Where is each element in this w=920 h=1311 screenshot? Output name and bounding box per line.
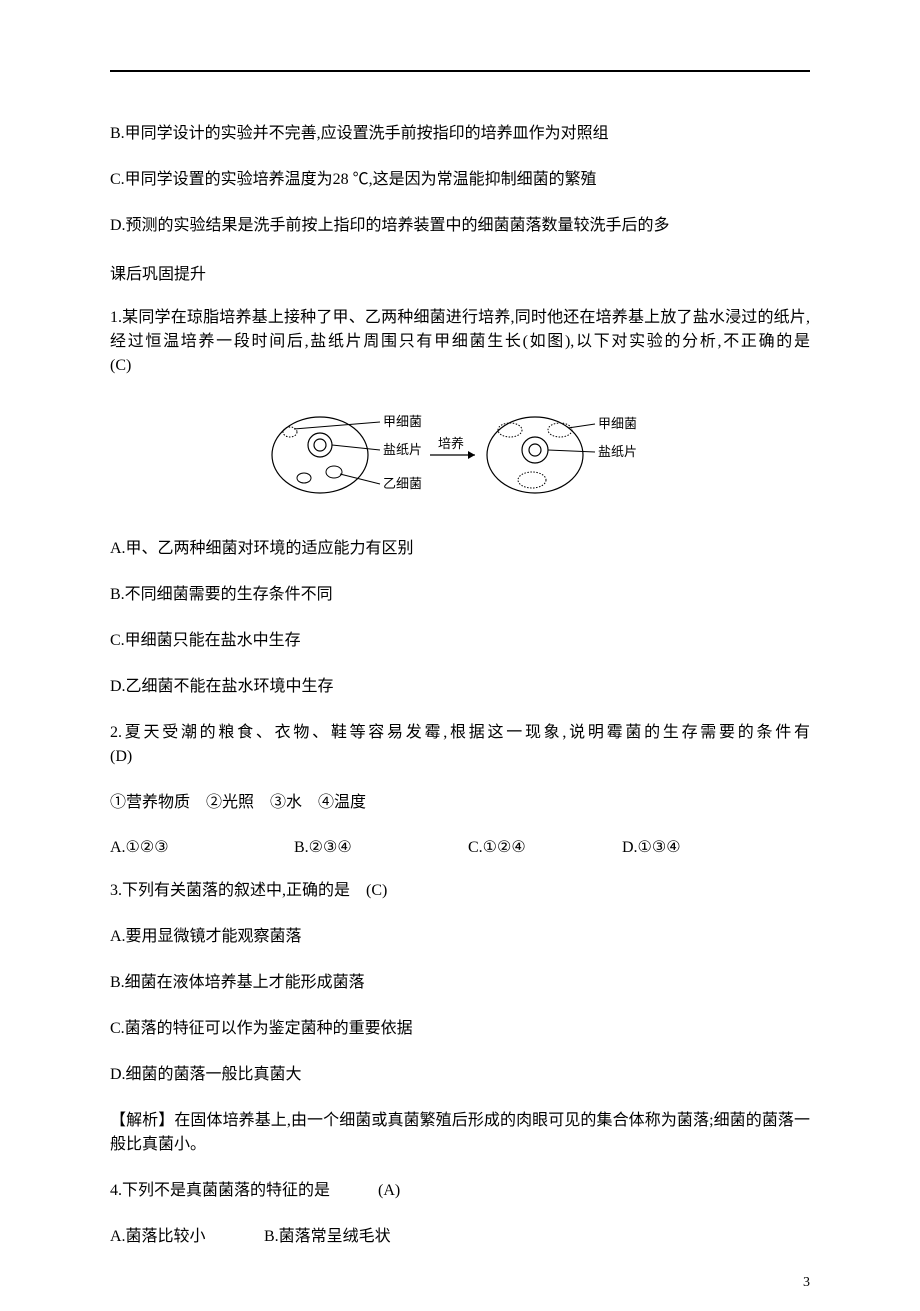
q2-options-row: A.①②③ B.②③④ C.①②④ D.①③④ (110, 837, 810, 857)
q1-option-a: A.甲、乙两种细菌对环境的适应能力有区别 (110, 537, 810, 561)
culture-diagram-svg: 甲细菌 盐纸片 乙细菌 培养 甲细菌 盐纸片 (260, 400, 660, 510)
label-salt-left: 盐纸片 (383, 442, 422, 457)
page-number: 3 (803, 1275, 810, 1291)
right-jia-2 (548, 423, 572, 437)
label-culture: 培养 (438, 436, 464, 451)
prev-option-d: D.预测的实验结果是洗手前按上指印的培养装置中的细菌菌落数量较洗手后的多 (110, 214, 810, 238)
q3-stem: 3.下列有关菌落的叙述中,正确的是 (C) (110, 879, 810, 903)
q3-option-d: D.细菌的菌落一般比真菌大 (110, 1063, 810, 1087)
right-salt-paper-outer (522, 437, 548, 463)
leader-jia-left (294, 422, 380, 429)
prev-option-b: B.甲同学设计的实验并不完善,应设置洗手前按指印的培养皿作为对照组 (110, 122, 810, 146)
right-jia-3 (518, 472, 546, 488)
left-yi-bacteria-1 (297, 473, 311, 483)
leader-salt-left (332, 445, 380, 450)
right-salt-paper-inner (529, 444, 541, 456)
leader-jia-right (568, 424, 595, 428)
q3-option-b: B.细菌在液体培养基上才能形成菌落 (110, 971, 810, 995)
q4-option-a: A.菌落比较小 (110, 1225, 260, 1249)
q3-option-c: C.菌落的特征可以作为鉴定菌种的重要依据 (110, 1017, 810, 1041)
q2-option-b: B.②③④ (294, 837, 464, 857)
left-dish (272, 417, 368, 493)
q1-option-d: D.乙细菌不能在盐水环境中生存 (110, 675, 810, 699)
left-yi-bacteria-2 (326, 466, 342, 478)
left-salt-paper-outer (308, 433, 332, 457)
q2-option-c: C.①②④ (468, 837, 618, 857)
top-rule (110, 70, 810, 72)
label-salt-right: 盐纸片 (598, 444, 637, 459)
q2-option-d: D.①③④ (622, 837, 681, 857)
prev-option-c: C.甲同学设置的实验培养温度为28 ℃,这是因为常温能抑制细菌的繁殖 (110, 168, 810, 192)
q1-option-c: C.甲细菌只能在盐水中生存 (110, 629, 810, 653)
q1-option-b: B.不同细菌需要的生存条件不同 (110, 583, 810, 607)
section-title: 课后巩固提升 (110, 260, 810, 284)
label-jia-right: 甲细菌 (598, 416, 637, 431)
left-salt-paper-inner (314, 439, 326, 451)
q2-option-a: A.①②③ (110, 837, 290, 857)
leader-salt-right (548, 450, 595, 452)
q1-stem: 1.某同学在琼脂培养基上接种了甲、乙两种细菌进行培养,同时他还在培养基上放了盐水… (110, 306, 810, 378)
q3-explanation: 【解析】在固体培养基上,由一个细菌或真菌繁殖后形成的肉眼可见的集合体称为菌落;细… (110, 1109, 810, 1157)
q2-stem: 2.夏天受潮的粮食、衣物、鞋等容易发霉,根据这一现象,说明霉菌的生存需要的条件有… (110, 721, 810, 769)
q1-figure: 甲细菌 盐纸片 乙细菌 培养 甲细菌 盐纸片 (110, 400, 810, 515)
q2-conditions: ①营养物质 ②光照 ③水 ④温度 (110, 791, 810, 815)
right-jia-1 (498, 423, 522, 437)
q4-options-row: A.菌落比较小 B.菌落常呈绒毛状 (110, 1225, 810, 1249)
q3-option-a: A.要用显微镜才能观察菌落 (110, 925, 810, 949)
label-jia-left: 甲细菌 (383, 414, 422, 429)
q4-stem: 4.下列不是真菌菌落的特征的是 (A) (110, 1179, 810, 1203)
culture-arrow-head (468, 451, 475, 459)
q4-option-b: B.菌落常呈绒毛状 (264, 1225, 391, 1249)
label-yi-left: 乙细菌 (383, 476, 422, 491)
